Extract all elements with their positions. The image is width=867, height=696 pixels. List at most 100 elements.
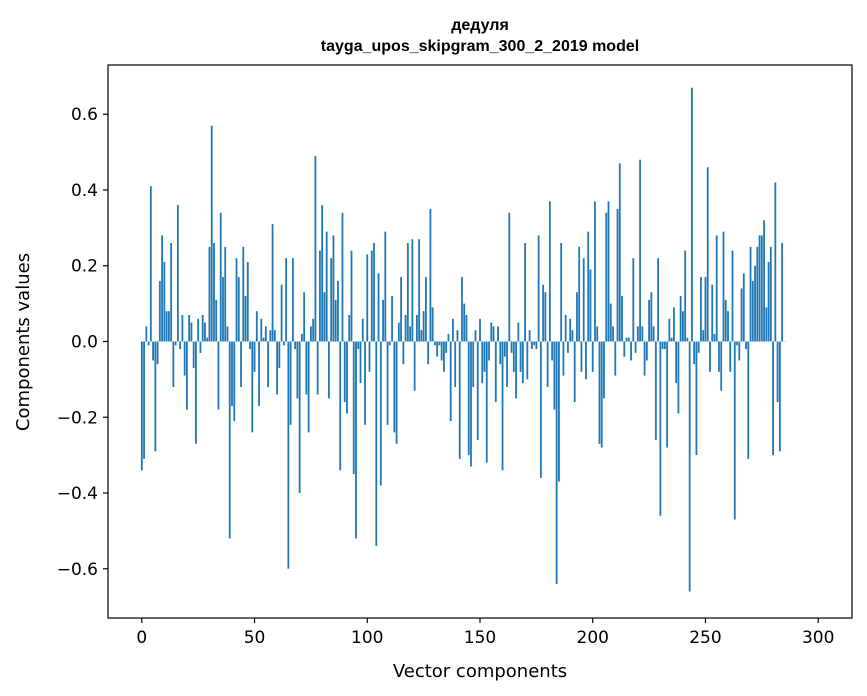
bar [213,243,215,342]
bar [418,239,421,342]
bar [760,235,763,342]
bar [325,231,328,342]
x-tick-label: 50 [244,628,266,648]
bar [722,231,725,342]
bar [350,250,353,342]
bar [585,341,587,380]
bar [197,318,200,342]
bar [733,341,736,520]
bar [614,341,617,376]
bar [697,341,700,353]
bar [411,239,414,342]
bar [627,337,630,342]
bar [368,341,371,372]
bar [503,341,506,357]
bar [618,163,621,342]
y-tick-label: 0.2 [71,257,98,277]
bar [400,277,402,342]
bar [260,318,263,342]
bar [190,322,193,342]
bar [303,292,306,342]
bar [501,341,504,471]
bar [323,292,326,342]
bar [269,330,272,342]
bar [271,224,274,342]
bar [659,341,662,516]
bar [686,337,689,342]
bar [623,341,626,357]
bar [237,277,240,342]
bar [192,341,195,369]
plot-frame [107,64,853,619]
bar [361,318,364,342]
bar [233,341,236,422]
bar [702,330,705,342]
bar [745,341,747,350]
bar [555,341,558,584]
bar [391,296,393,342]
bar [488,341,490,361]
bar [143,341,145,459]
bar [172,341,175,387]
bar [240,341,242,387]
bar [224,246,227,342]
bar [294,341,297,350]
bar [490,322,493,342]
bar [736,341,738,346]
bar [684,250,687,342]
bar [682,311,684,342]
bar [346,341,348,414]
bar [228,341,231,539]
bar [781,243,784,342]
bar [519,341,522,372]
bar [316,341,319,395]
bar [526,341,529,380]
bar [672,307,675,342]
bar [188,314,191,342]
bar [267,341,269,387]
bar [713,333,716,342]
x-tick-label: 100 [351,628,383,648]
bar [424,277,427,342]
bar [231,341,233,406]
chart-title: дедуля [451,17,509,34]
bar [406,243,409,342]
bar [553,341,556,410]
bar [729,341,732,372]
bar [174,341,177,346]
bar [438,341,441,346]
bar [544,292,547,342]
bar [402,341,405,365]
bar [276,341,278,395]
bar [738,341,741,361]
bar [447,333,450,342]
bar [679,296,682,342]
bar [749,246,752,342]
bar [548,201,551,342]
x-tick-label: 250 [689,628,721,648]
bar [285,258,288,342]
bar [661,341,664,350]
bar [298,341,301,494]
bar [774,182,777,342]
bar [605,212,608,342]
bar [497,326,499,342]
bar [208,246,211,342]
bar [666,341,669,448]
bar [312,318,315,342]
bar [222,277,224,342]
bar [255,311,258,342]
bar [643,341,646,376]
bar [742,273,745,342]
bar [607,201,610,342]
bar [343,341,346,403]
bar [382,299,384,342]
bar [492,326,495,342]
bar [246,261,249,342]
bar [219,212,222,342]
bar [621,296,623,342]
bar [481,341,484,384]
bar [751,280,754,342]
bar [364,341,366,425]
bar [352,341,355,475]
